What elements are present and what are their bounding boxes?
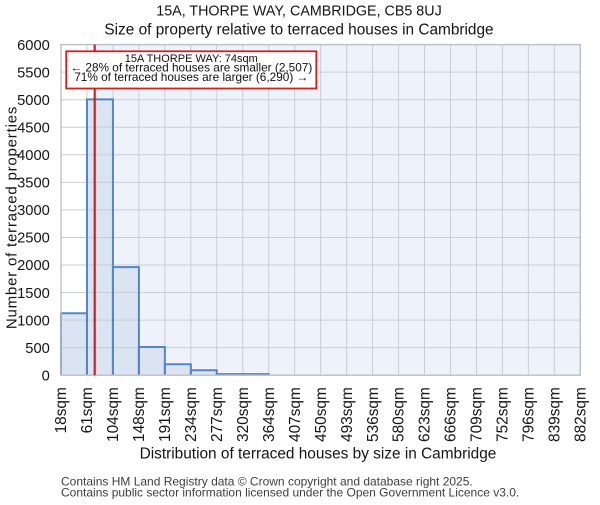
svg-text:Size of property relative to t: Size of property relative to terraced ho… — [104, 21, 493, 38]
svg-text:407sqm: 407sqm — [287, 387, 304, 442]
svg-text:4500: 4500 — [17, 120, 50, 136]
svg-text:Number of terraced properties: Number of terraced properties — [4, 106, 21, 329]
svg-text:71% of terraced houses are lar: 71% of terraced houses are larger (6,290… — [74, 70, 308, 84]
svg-text:882sqm: 882sqm — [573, 387, 590, 442]
svg-text:5500: 5500 — [17, 65, 50, 81]
svg-text:796sqm: 796sqm — [521, 387, 538, 442]
svg-text:536sqm: 536sqm — [365, 387, 382, 442]
svg-text:61sqm: 61sqm — [79, 387, 96, 433]
svg-text:752sqm: 752sqm — [495, 387, 512, 442]
svg-text:6000: 6000 — [17, 38, 50, 54]
svg-text:104sqm: 104sqm — [105, 387, 122, 442]
svg-text:18sqm: 18sqm — [53, 387, 70, 433]
svg-text:Contains public sector informa: Contains public sector information licen… — [61, 485, 519, 499]
svg-text:580sqm: 580sqm — [391, 387, 408, 442]
svg-text:623sqm: 623sqm — [417, 387, 434, 442]
svg-text:Distribution of terraced house: Distribution of terraced houses by size … — [140, 446, 497, 463]
svg-text:1500: 1500 — [17, 286, 50, 302]
svg-text:709sqm: 709sqm — [469, 387, 486, 442]
svg-text:148sqm: 148sqm — [131, 387, 148, 442]
svg-text:234sqm: 234sqm — [183, 387, 200, 442]
svg-text:839sqm: 839sqm — [547, 387, 564, 442]
svg-text:493sqm: 493sqm — [339, 387, 356, 442]
svg-text:15A, THORPE WAY, CAMBRIDGE, CB: 15A, THORPE WAY, CAMBRIDGE, CB5 8UJ — [156, 4, 441, 20]
svg-text:2500: 2500 — [17, 231, 50, 247]
svg-text:15A THORPE WAY: 74sqm: 15A THORPE WAY: 74sqm — [125, 53, 258, 65]
svg-text:2000: 2000 — [17, 258, 50, 274]
svg-text:320sqm: 320sqm — [235, 387, 252, 442]
svg-text:Contains HM Land Registry data: Contains HM Land Registry data © Crown c… — [61, 475, 473, 489]
svg-text:5000: 5000 — [17, 93, 50, 109]
svg-text:666sqm: 666sqm — [443, 387, 460, 442]
svg-text:450sqm: 450sqm — [313, 387, 330, 442]
svg-text:4000: 4000 — [17, 148, 50, 164]
svg-text:3000: 3000 — [17, 203, 50, 219]
svg-text:← 28% of terraced houses are s: ← 28% of terraced houses are smaller (2,… — [70, 60, 312, 74]
svg-text:0: 0 — [42, 368, 50, 384]
svg-text:500: 500 — [25, 341, 50, 357]
svg-text:364sqm: 364sqm — [261, 387, 278, 442]
svg-text:3500: 3500 — [17, 176, 50, 192]
svg-text:277sqm: 277sqm — [209, 387, 226, 442]
svg-text:1000: 1000 — [17, 313, 50, 329]
svg-text:191sqm: 191sqm — [157, 387, 174, 442]
